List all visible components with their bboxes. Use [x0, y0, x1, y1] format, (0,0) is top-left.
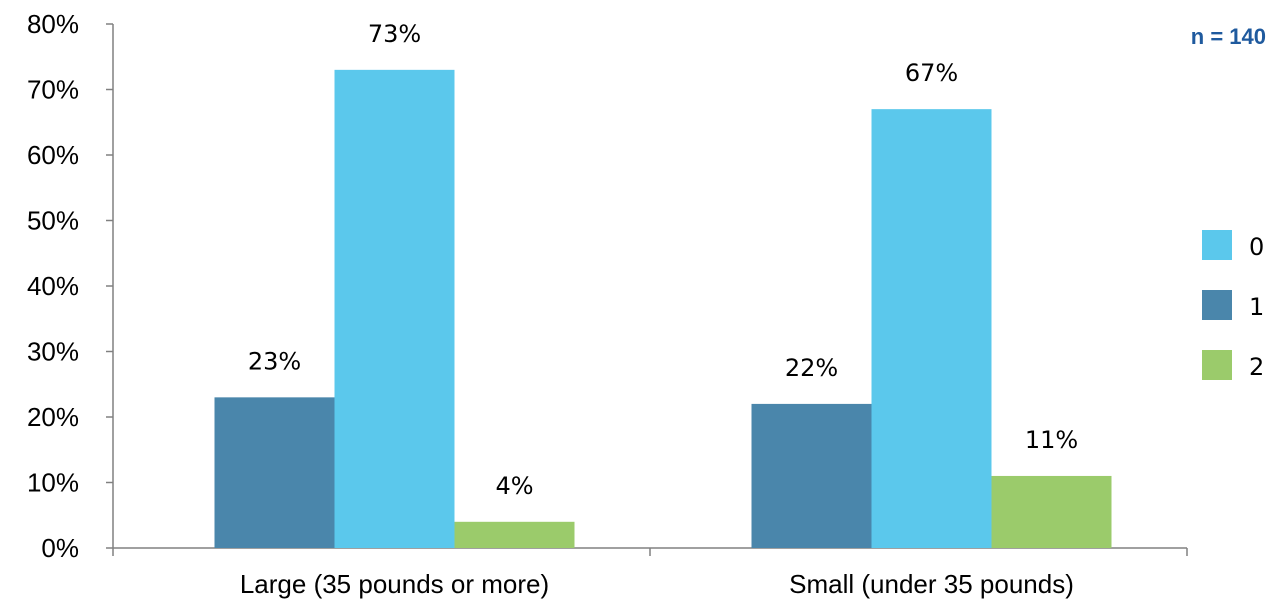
- legend-swatch: [1202, 290, 1232, 320]
- legend-label: 2: [1249, 353, 1264, 381]
- bar: [991, 475, 1112, 548]
- bar: [751, 403, 872, 548]
- bar-data-label: 73%: [368, 20, 421, 48]
- legend-label: 0: [1249, 233, 1264, 261]
- y-tick-label: 50%: [27, 206, 79, 236]
- y-tick-label: 10%: [27, 468, 79, 498]
- legend-swatch: [1202, 230, 1232, 260]
- y-tick-label: 80%: [27, 9, 79, 39]
- bar: [871, 109, 992, 549]
- x-category-label: Small (under 35 pounds): [789, 569, 1074, 599]
- y-tick-label: 70%: [27, 75, 79, 105]
- y-tick-label: 30%: [27, 337, 79, 367]
- bar: [454, 521, 575, 548]
- bar: [214, 397, 335, 548]
- bar-data-label: 11%: [1025, 426, 1078, 454]
- bar-data-label: 4%: [495, 472, 533, 500]
- y-tick-label: 60%: [27, 140, 79, 170]
- sample-size-note: n = 140: [1191, 24, 1266, 49]
- legend-swatch: [1202, 350, 1232, 380]
- bar-data-label: 23%: [248, 347, 301, 375]
- y-tick-label: 40%: [27, 271, 79, 301]
- legend-label: 1: [1249, 293, 1264, 321]
- x-category-label: Large (35 pounds or more): [240, 569, 549, 599]
- y-tick-label: 20%: [27, 402, 79, 432]
- y-tick-label: 0%: [41, 533, 79, 563]
- bar-data-label: 22%: [785, 354, 838, 382]
- bar: [334, 69, 455, 548]
- bar-data-label: 67%: [905, 59, 958, 87]
